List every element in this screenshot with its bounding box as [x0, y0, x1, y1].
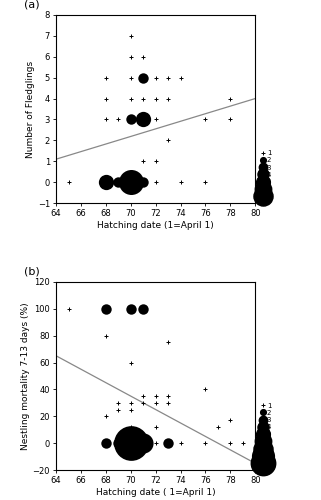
Point [141, 74, 146, 82]
Point [103, 439, 108, 447]
Point [128, 178, 134, 186]
Y-axis label: Number of Fledglings: Number of Fledglings [26, 60, 35, 158]
X-axis label: Hatching date ( 1=April 1): Hatching date ( 1=April 1) [96, 488, 215, 497]
X-axis label: Hatching date (1=April 1): Hatching date (1=April 1) [97, 221, 214, 230]
Text: (b): (b) [24, 266, 40, 276]
Y-axis label: Nestling mortality 7-13 days (%): Nestling mortality 7-13 days (%) [21, 302, 30, 450]
Point [103, 178, 108, 186]
Point [103, 305, 108, 313]
Point [116, 439, 121, 447]
Point [128, 305, 134, 313]
Point [141, 439, 146, 447]
Text: (a): (a) [24, 0, 40, 10]
Point [116, 178, 121, 186]
Point [141, 305, 146, 313]
Point [141, 116, 146, 124]
Legend: 1, 2, 3, 4, 5, 6, 7, 8, 9: 1, 2, 3, 4, 5, 6, 7, 8, 9 [261, 402, 272, 466]
Point [141, 178, 146, 186]
Point [128, 439, 134, 447]
Point [166, 439, 171, 447]
Point [128, 116, 134, 124]
Legend: 1, 2, 3, 4, 5, 6, 7: 1, 2, 3, 4, 5, 6, 7 [261, 150, 272, 200]
